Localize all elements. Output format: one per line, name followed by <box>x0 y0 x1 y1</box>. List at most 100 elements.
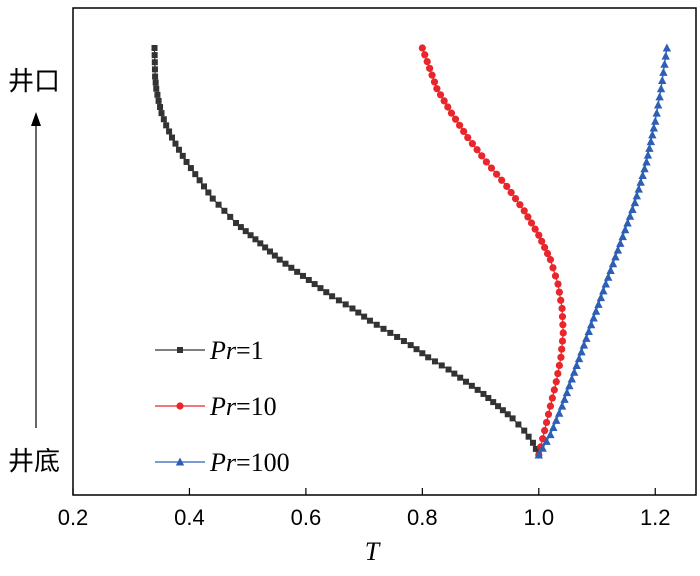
data-point <box>511 194 520 203</box>
data-point <box>628 204 637 213</box>
data-point <box>582 333 591 342</box>
data-point <box>425 354 432 361</box>
data-point <box>559 329 567 337</box>
data-point <box>554 280 562 288</box>
data-point <box>151 59 158 66</box>
data-point <box>555 361 563 370</box>
data-point <box>179 152 186 159</box>
data-point <box>237 224 244 231</box>
data-point <box>499 407 506 414</box>
data-point <box>558 304 566 313</box>
data-point <box>176 402 184 410</box>
data-point <box>562 388 572 397</box>
data-point <box>616 238 625 247</box>
data-point <box>555 288 563 296</box>
data-point <box>643 150 653 159</box>
data-point <box>463 378 470 385</box>
data-point <box>554 370 562 378</box>
x-tick-label: 1.0 <box>523 505 554 530</box>
data-point <box>247 232 254 239</box>
data-point <box>640 164 649 173</box>
data-point <box>152 79 159 86</box>
data-point <box>490 399 497 406</box>
legend-label-value: 10 <box>251 392 277 421</box>
data-point <box>299 272 306 279</box>
data-point <box>634 184 643 193</box>
data-point <box>570 367 579 376</box>
legend-item: Pr=10 <box>155 392 277 421</box>
data-point <box>152 73 159 80</box>
data-point <box>447 109 456 117</box>
data-point <box>531 225 539 233</box>
data-point <box>474 386 481 393</box>
x-tick-label: 1.2 <box>640 505 671 530</box>
data-point <box>400 338 407 345</box>
data-point <box>550 386 558 394</box>
legend-label: Pr=1 <box>209 336 264 365</box>
legend-item: Pr=1 <box>155 336 264 365</box>
data-point <box>468 140 477 148</box>
data-point <box>549 423 558 432</box>
data-point <box>579 340 589 349</box>
data-point <box>430 78 439 86</box>
legend-label-value: 100 <box>251 448 290 477</box>
data-point <box>648 130 657 139</box>
data-point <box>645 143 654 152</box>
data-point <box>451 115 460 123</box>
data-point <box>584 327 593 336</box>
data-point <box>492 170 501 178</box>
data-point <box>620 225 630 234</box>
data-point <box>618 232 627 241</box>
data-point <box>495 403 502 410</box>
data-point <box>456 121 464 129</box>
data-point <box>154 91 161 98</box>
data-point <box>557 353 565 361</box>
data-point <box>201 183 208 190</box>
data-point <box>642 157 651 166</box>
data-point <box>577 347 586 356</box>
data-point <box>574 354 584 363</box>
data-point <box>155 97 162 104</box>
data-point <box>387 329 394 336</box>
data-point <box>498 176 506 184</box>
data-point <box>549 264 557 272</box>
data-point <box>548 394 556 402</box>
legend-label-prefix: Pr <box>209 336 237 365</box>
data-point <box>539 435 547 443</box>
data-point <box>596 293 606 302</box>
data-point <box>538 237 546 245</box>
data-point <box>158 110 165 117</box>
series-circle <box>418 44 567 459</box>
data-point <box>658 76 667 85</box>
x-tick-label: 0.4 <box>174 505 205 530</box>
data-point <box>567 374 576 383</box>
data-point <box>464 133 472 142</box>
data-point <box>413 346 420 353</box>
data-point <box>613 245 623 254</box>
legend-label-equals: = <box>236 336 251 365</box>
data-point <box>438 362 445 369</box>
data-point <box>433 85 441 93</box>
data-point <box>257 240 264 247</box>
data-point <box>288 264 295 271</box>
data-point <box>262 244 269 251</box>
data-point <box>599 286 608 295</box>
data-point <box>655 92 664 101</box>
data-point <box>342 301 349 308</box>
data-point <box>661 51 670 60</box>
data-point <box>534 450 543 459</box>
data-point <box>538 443 547 452</box>
data-point <box>380 325 387 332</box>
data-point <box>426 64 434 72</box>
data-point <box>418 44 426 52</box>
data-point <box>632 191 642 200</box>
data-point <box>440 97 448 105</box>
depth-arrow-head <box>31 112 41 126</box>
data-point <box>468 382 475 389</box>
data-point <box>651 116 660 125</box>
data-point <box>282 260 289 267</box>
data-point <box>625 211 635 220</box>
data-point <box>611 252 620 261</box>
data-point <box>546 256 555 264</box>
data-point <box>591 306 601 315</box>
